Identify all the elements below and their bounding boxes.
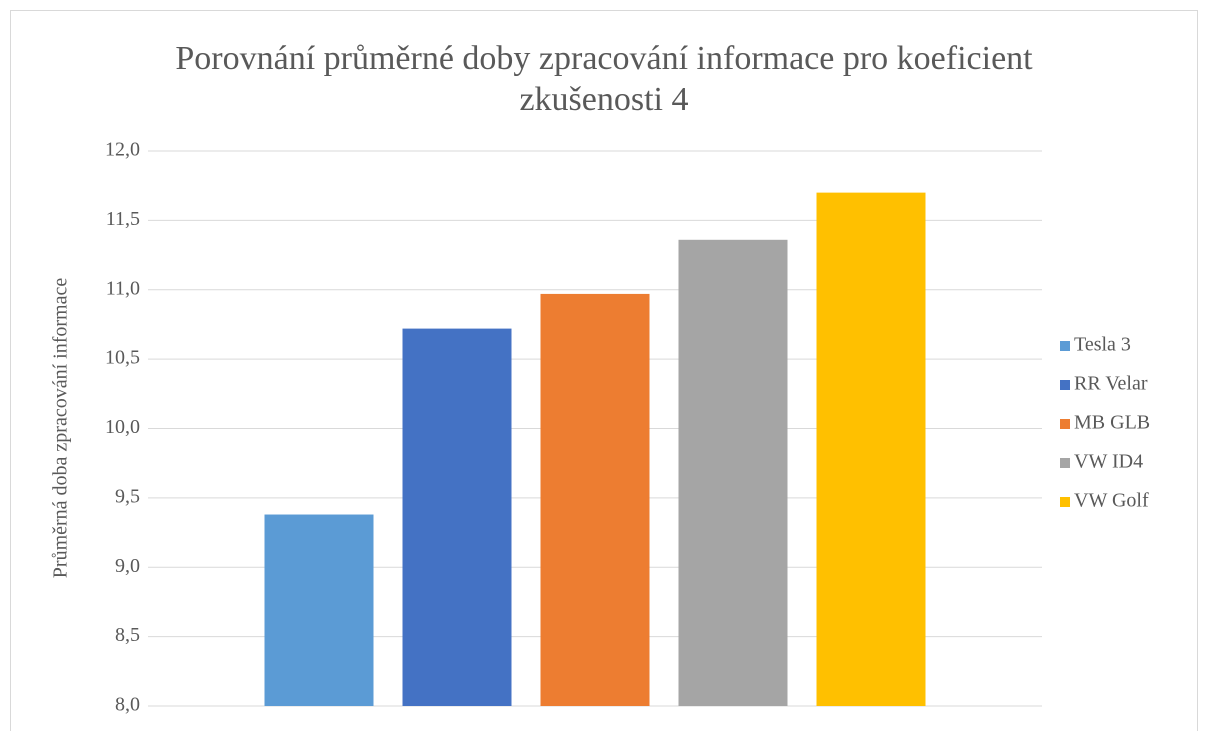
y-tick-label: 11,0: [106, 277, 140, 299]
legend-swatch: [1060, 341, 1070, 351]
bar: [816, 192, 926, 706]
y-tick-label: 10,5: [105, 347, 140, 369]
y-tick-label: 8,5: [115, 624, 140, 646]
legend-swatch: [1060, 458, 1070, 468]
legend-label: MB GLB: [1074, 412, 1150, 434]
y-tick-label: 12,0: [105, 139, 140, 161]
y-tick-label: 10,0: [105, 416, 140, 438]
y-tick-label: 9,0: [115, 555, 140, 577]
y-tick-label: 8,0: [115, 694, 140, 716]
y-tick-label: 9,5: [115, 485, 140, 507]
bar: [540, 293, 650, 706]
y-tick-label: 11,5: [106, 208, 140, 230]
legend-swatch: [1060, 497, 1070, 507]
legend-label: VW ID4: [1074, 451, 1143, 473]
bar: [264, 514, 374, 706]
legend-swatch: [1060, 380, 1070, 390]
bar: [678, 239, 788, 707]
legend-label: Tesla 3: [1074, 334, 1131, 356]
legend-label: VW Golf: [1074, 490, 1149, 512]
chart-border: [10, 10, 1198, 731]
bar: [402, 328, 512, 706]
chart-title: Porovnání průměrné doby zpracování infor…: [175, 40, 1033, 118]
legend-swatch: [1060, 419, 1070, 429]
y-axis-label: Průměrná doba zpracování informace: [50, 278, 72, 579]
legend-label: RR Velar: [1074, 373, 1148, 395]
